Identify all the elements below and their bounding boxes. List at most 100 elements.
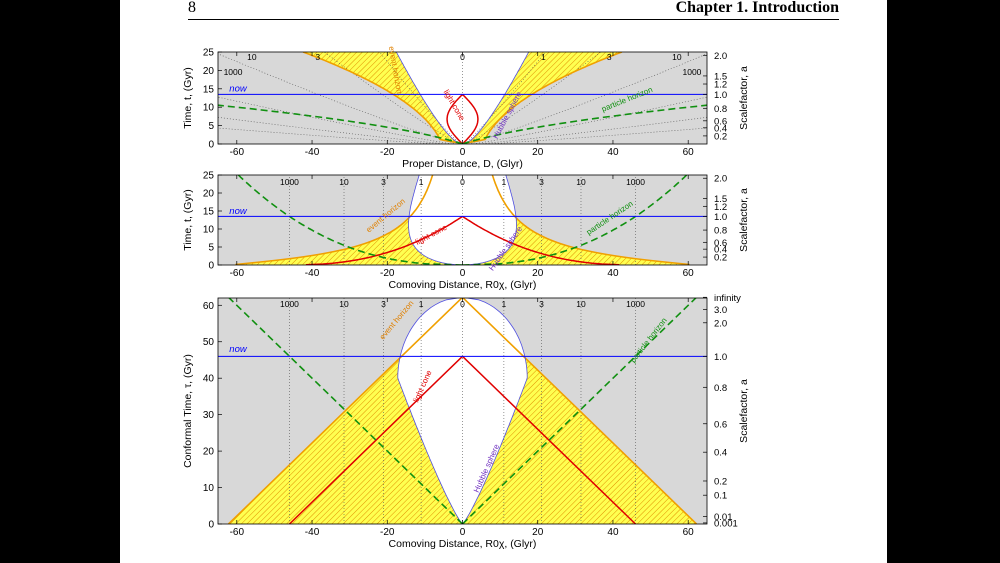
x-tick-label: 40 bbox=[607, 527, 619, 538]
light-cone-right bbox=[461, 93, 479, 144]
y-tick-label: 30 bbox=[203, 410, 215, 421]
cosmology-spacetime-figure: -60 -40 -20 0 20 40 6005101520250.20.40.60.81.… bbox=[182, 46, 750, 550]
comoving-gridline bbox=[218, 53, 457, 144]
comoving-gridline bbox=[488, 127, 707, 144]
y2-tick-label: 2.0 bbox=[714, 174, 727, 185]
redshift-label: 1 bbox=[502, 299, 507, 309]
x-tick-label: 20 bbox=[532, 147, 544, 158]
y-tick-label: 15 bbox=[203, 84, 215, 95]
x-axis-label: Comoving Distance, R0χ, (Glyr) bbox=[389, 538, 537, 550]
y2-axis-label: Scalefactor, a bbox=[738, 66, 750, 130]
x-tick-label: 60 bbox=[683, 268, 695, 279]
comoving-gridline bbox=[379, 52, 461, 144]
redshift-label: 1000 bbox=[224, 67, 243, 77]
x-tick-label: 0 bbox=[460, 527, 466, 538]
y2-tick-label: 0.001 bbox=[714, 518, 738, 529]
plot-area bbox=[218, 52, 707, 144]
x-tick-label: 0 bbox=[460, 268, 466, 279]
y2-tick-label: 1.2 bbox=[714, 80, 727, 91]
book-page: 8 Chapter 1. Introduction -60 -40 -20 0 20 40… bbox=[120, 0, 887, 563]
y-tick-label: 25 bbox=[203, 171, 215, 182]
y-tick-label: 60 bbox=[203, 301, 215, 312]
particle-horizon-left bbox=[237, 175, 463, 265]
light-cone-right bbox=[461, 355, 637, 524]
y-tick-label: 0 bbox=[208, 520, 214, 531]
y-tick-label: 50 bbox=[203, 337, 215, 348]
hubble-sphere-right bbox=[468, 175, 517, 265]
chapter-title: Chapter 1. Introduction bbox=[675, 0, 839, 16]
x-tick-label: 40 bbox=[607, 268, 619, 279]
light-cone-left bbox=[305, 215, 463, 265]
redshift-label: 1 bbox=[541, 52, 546, 62]
hubble-sphere-right bbox=[462, 298, 528, 524]
y-axis-label: Time, t, (Gyr) bbox=[182, 189, 194, 250]
y-tick-label: 25 bbox=[203, 48, 215, 59]
y2-tick-label: 1.0 bbox=[714, 90, 727, 101]
particle-horizon-right bbox=[462, 175, 688, 265]
y-axis-label: Conformal Time, τ, (Gyr) bbox=[182, 354, 194, 468]
light-cone-left bbox=[446, 93, 464, 144]
y2-tick-label: infinity bbox=[714, 293, 741, 304]
y-tick-label: 40 bbox=[203, 374, 215, 385]
y2-tick-label: 1.5 bbox=[714, 71, 727, 82]
x-tick-label: -40 bbox=[305, 527, 320, 538]
redshift-label: 10 bbox=[247, 52, 257, 62]
x-tick-label: -20 bbox=[380, 527, 395, 538]
y-tick-label: 5 bbox=[208, 243, 214, 254]
y2-tick-label: 2.0 bbox=[714, 51, 727, 62]
comoving-gridline bbox=[468, 53, 707, 144]
redshift-label: 10 bbox=[576, 299, 586, 309]
y2-tick-label: 0.2 bbox=[714, 131, 727, 142]
y-tick-label: 10 bbox=[203, 225, 215, 236]
y-tick-label: 5 bbox=[208, 121, 214, 132]
x-tick-label: -60 bbox=[230, 268, 245, 279]
comoving-gridline bbox=[464, 52, 546, 144]
x-tick-label: 0 bbox=[460, 147, 466, 158]
redshift-label: 10 bbox=[339, 177, 349, 187]
annotation-now: now bbox=[229, 344, 248, 355]
y2-tick-label: 0.6 bbox=[714, 116, 727, 127]
event-horizon-right bbox=[462, 52, 623, 144]
hubble-sphere-right bbox=[462, 52, 530, 144]
x-tick-label: 20 bbox=[532, 268, 544, 279]
light-cone-left bbox=[288, 355, 464, 524]
redshift-label: 1000 bbox=[626, 299, 645, 309]
event-horizon-left bbox=[235, 175, 434, 265]
particle-horizon-left bbox=[218, 104, 463, 144]
x-axis-label: Proper Distance, D, (Glyr) bbox=[402, 158, 523, 170]
y-axis-label: Time, t, (Gyr) bbox=[182, 67, 194, 128]
y2-tick-label: 1.0 bbox=[714, 352, 727, 363]
redshift-label: 1000 bbox=[626, 177, 645, 187]
redshift-label: 10 bbox=[672, 52, 682, 62]
y2-tick-label: 2.0 bbox=[714, 318, 727, 329]
hubble-sphere-left bbox=[395, 52, 463, 144]
y2-tick-label: 0.6 bbox=[714, 238, 727, 249]
redshift-label: 3 bbox=[607, 52, 612, 62]
x-axis-label: Comoving Distance, R0χ, (Glyr) bbox=[389, 279, 537, 291]
annotation-now: now bbox=[229, 84, 248, 95]
event-horizon-left bbox=[227, 298, 463, 524]
event-horizon-right bbox=[462, 298, 698, 524]
x-tick-label: -40 bbox=[305, 147, 320, 158]
redshift-label: 1 bbox=[419, 177, 424, 187]
y2-tick-label: 3.0 bbox=[714, 305, 727, 316]
y-tick-label: 10 bbox=[203, 103, 215, 114]
event-horizon-left bbox=[302, 52, 463, 144]
x-tick-label: 40 bbox=[607, 147, 619, 158]
redshift-label: 1000 bbox=[682, 67, 701, 77]
page-number: 8 bbox=[188, 0, 196, 16]
x-tick-label: -20 bbox=[380, 147, 395, 158]
redshift-label: 3 bbox=[539, 177, 544, 187]
y2-tick-label: 1.2 bbox=[714, 202, 727, 213]
y2-axis-label: Scalefactor, a bbox=[738, 188, 750, 252]
x-tick-label: 60 bbox=[683, 147, 695, 158]
particle-horizon-left bbox=[228, 298, 464, 524]
chart-panel-2: -60 -40 -20 0 20 40 6005101520250.20.40.60.81.… bbox=[182, 171, 750, 292]
y2-tick-label: 0.8 bbox=[714, 226, 727, 237]
y2-tick-label: 1.5 bbox=[714, 194, 727, 205]
redshift-label: 1000 bbox=[280, 299, 299, 309]
y-tick-label: 20 bbox=[203, 189, 215, 200]
x-tick-label: -60 bbox=[230, 527, 245, 538]
redshift-label: 3 bbox=[381, 177, 386, 187]
redshift-label: 0 bbox=[460, 52, 465, 62]
